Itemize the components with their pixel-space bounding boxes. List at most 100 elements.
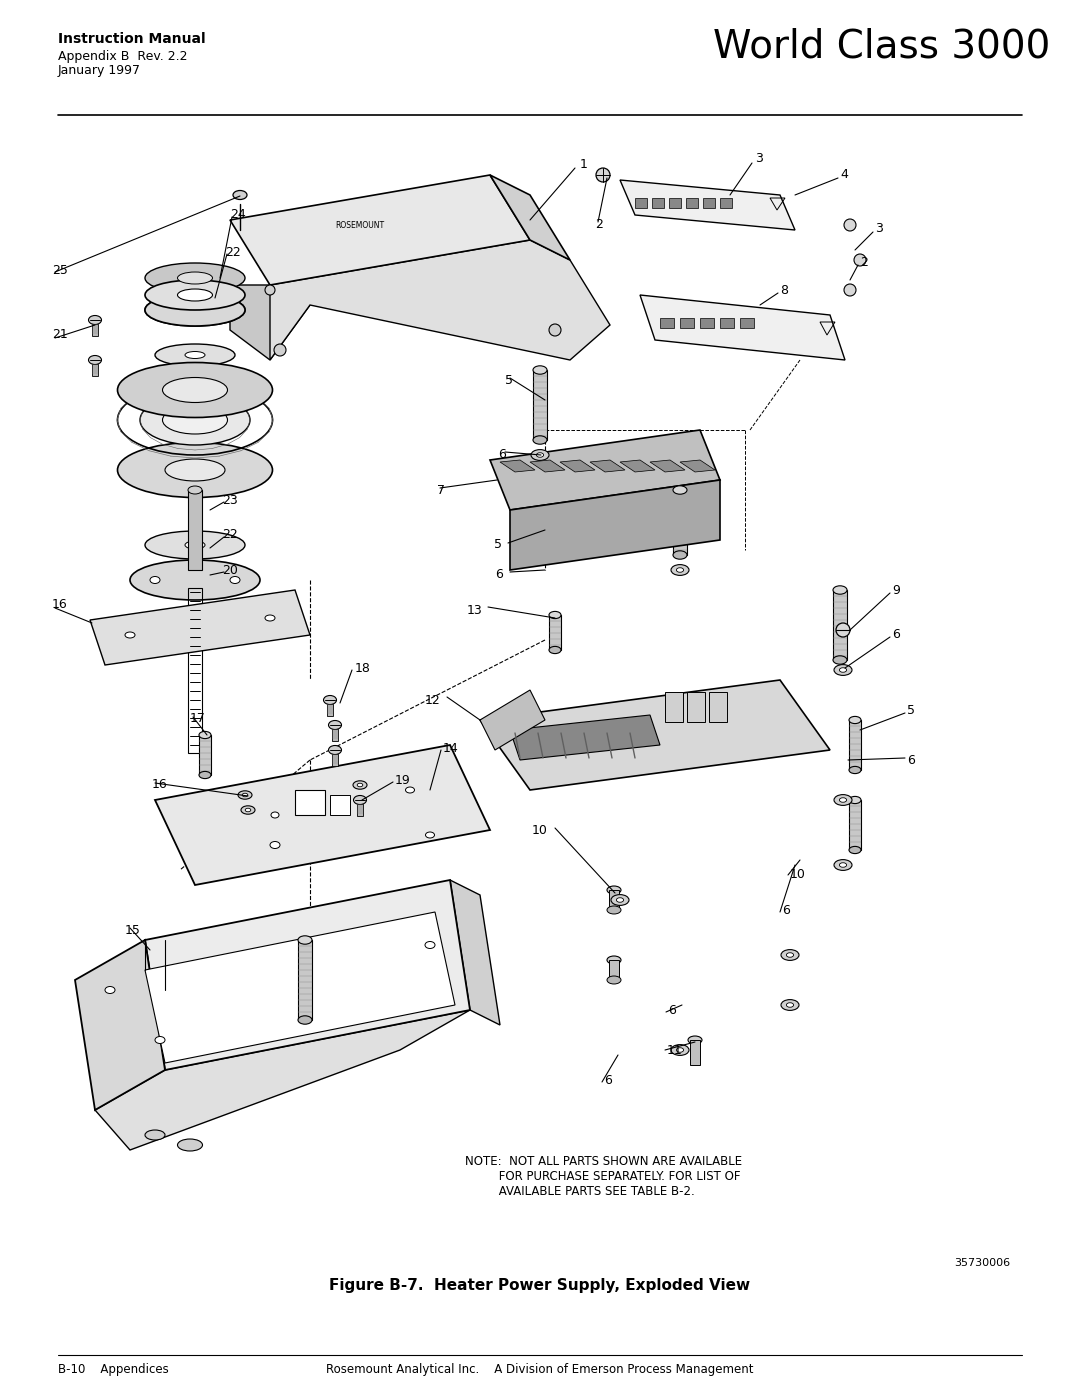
Ellipse shape — [125, 631, 135, 638]
Text: January 1997: January 1997 — [58, 64, 141, 77]
Text: 7: 7 — [437, 483, 445, 496]
Ellipse shape — [839, 798, 847, 802]
Polygon shape — [590, 460, 625, 472]
Text: 1: 1 — [580, 158, 588, 172]
Text: 6: 6 — [498, 448, 505, 461]
Ellipse shape — [534, 436, 546, 444]
Text: 25: 25 — [52, 264, 68, 277]
Polygon shape — [90, 590, 310, 665]
Text: 8: 8 — [780, 284, 788, 296]
Bar — [188, 490, 202, 570]
Ellipse shape — [328, 721, 341, 729]
Polygon shape — [620, 180, 795, 231]
Ellipse shape — [834, 665, 852, 675]
Polygon shape — [480, 690, 545, 750]
Polygon shape — [650, 460, 685, 472]
Ellipse shape — [199, 732, 211, 739]
Bar — [549, 615, 561, 650]
Ellipse shape — [607, 977, 621, 983]
Bar — [686, 198, 698, 208]
Text: 18: 18 — [355, 662, 370, 675]
Ellipse shape — [426, 833, 434, 838]
Ellipse shape — [688, 1037, 702, 1044]
Ellipse shape — [165, 460, 225, 481]
Ellipse shape — [89, 316, 102, 324]
Polygon shape — [530, 460, 565, 472]
Ellipse shape — [426, 942, 435, 949]
Bar — [833, 590, 847, 659]
Text: World Class 3000: World Class 3000 — [713, 28, 1050, 66]
Ellipse shape — [843, 284, 856, 296]
Bar — [188, 588, 202, 753]
Bar — [849, 800, 861, 849]
Bar — [680, 319, 694, 328]
Text: NOTE:  NOT ALL PARTS SHOWN ARE AVAILABLE: NOTE: NOT ALL PARTS SHOWN ARE AVAILABLE — [465, 1155, 742, 1168]
Polygon shape — [270, 240, 610, 360]
Text: 5: 5 — [494, 538, 502, 552]
Ellipse shape — [328, 746, 341, 754]
Ellipse shape — [839, 863, 847, 868]
Ellipse shape — [834, 795, 852, 806]
Text: 14: 14 — [443, 742, 459, 754]
Polygon shape — [640, 295, 845, 360]
Bar — [652, 198, 664, 208]
Text: 13: 13 — [467, 604, 482, 616]
Ellipse shape — [676, 567, 684, 573]
Ellipse shape — [177, 1139, 203, 1151]
Text: 17: 17 — [190, 711, 206, 725]
Ellipse shape — [233, 190, 247, 200]
Bar — [609, 960, 619, 981]
Bar — [740, 319, 754, 328]
Ellipse shape — [673, 486, 687, 495]
Ellipse shape — [611, 894, 629, 905]
Bar — [357, 805, 363, 816]
Polygon shape — [75, 940, 165, 1111]
Ellipse shape — [549, 324, 561, 337]
Polygon shape — [620, 460, 654, 472]
Text: 5: 5 — [907, 704, 915, 717]
Ellipse shape — [199, 771, 211, 778]
Ellipse shape — [145, 1130, 165, 1140]
Text: 23: 23 — [222, 493, 238, 507]
Text: 6: 6 — [495, 569, 503, 581]
Text: 6: 6 — [604, 1073, 612, 1087]
Ellipse shape — [188, 486, 202, 495]
Ellipse shape — [834, 859, 852, 870]
Text: AVAILABLE PARTS SEE TABLE B-2.: AVAILABLE PARTS SEE TABLE B-2. — [465, 1185, 694, 1199]
Polygon shape — [561, 460, 595, 472]
Ellipse shape — [786, 953, 794, 957]
Ellipse shape — [177, 272, 213, 284]
Text: 6: 6 — [907, 753, 915, 767]
Polygon shape — [230, 175, 530, 285]
Ellipse shape — [242, 793, 247, 796]
Polygon shape — [480, 680, 831, 789]
Bar — [199, 735, 211, 775]
Ellipse shape — [843, 219, 856, 231]
Ellipse shape — [265, 615, 275, 622]
Polygon shape — [510, 481, 720, 570]
Ellipse shape — [298, 1016, 312, 1024]
Ellipse shape — [140, 395, 249, 446]
Ellipse shape — [150, 577, 160, 584]
Ellipse shape — [271, 812, 279, 819]
Text: 22: 22 — [225, 246, 241, 258]
Text: ROSEMOUNT: ROSEMOUNT — [336, 221, 384, 229]
Bar — [332, 754, 338, 766]
Polygon shape — [490, 430, 720, 510]
Ellipse shape — [145, 263, 245, 293]
Text: 6: 6 — [782, 904, 789, 916]
Ellipse shape — [833, 585, 847, 594]
Text: 10: 10 — [789, 869, 806, 882]
Text: 35730006: 35730006 — [954, 1259, 1010, 1268]
Bar — [295, 789, 325, 814]
Ellipse shape — [849, 796, 861, 803]
Polygon shape — [230, 285, 310, 360]
Ellipse shape — [270, 841, 280, 848]
Text: Figure B-7.  Heater Power Supply, Exploded View: Figure B-7. Heater Power Supply, Explode… — [329, 1278, 751, 1294]
Ellipse shape — [781, 950, 799, 960]
Ellipse shape — [238, 791, 252, 799]
Ellipse shape — [274, 344, 286, 356]
Ellipse shape — [162, 407, 228, 434]
Text: 24: 24 — [230, 208, 246, 222]
Ellipse shape — [607, 886, 621, 894]
